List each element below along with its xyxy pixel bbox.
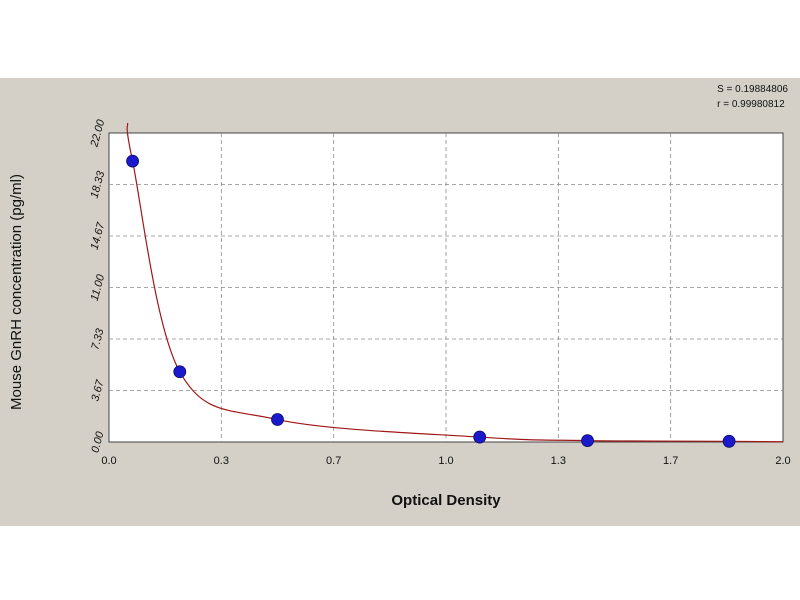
x-axis-label: Optical Density <box>391 492 501 509</box>
x-tick-label: 0.7 <box>326 455 341 467</box>
data-point <box>722 434 736 448</box>
fit-statistics: S = 0.19884806 r = 0.99980812 <box>717 82 788 112</box>
stat-r: r = 0.99980812 <box>717 99 785 110</box>
grid <box>109 133 783 442</box>
y-tick-label: 22.00 <box>88 118 107 150</box>
x-tick-label: 2.0 <box>775 455 790 467</box>
fit-curve <box>126 122 784 443</box>
x-tick-label: 1.0 <box>438 455 453 467</box>
y-tick-label: 14.67 <box>89 221 108 252</box>
data-point <box>173 365 187 379</box>
data-point <box>473 430 487 444</box>
x-tick-label: 0.3 <box>214 455 229 467</box>
y-tick-label: 7.33 <box>89 327 106 352</box>
data-points <box>126 154 736 448</box>
stat-s: S = 0.19884806 <box>717 84 788 95</box>
y-tick-label: 3.67 <box>89 378 106 403</box>
y-tick-label: 0.00 <box>89 430 106 455</box>
data-point <box>126 154 139 168</box>
y-tick-label: 18.33 <box>89 169 108 200</box>
x-tick-label: 0.0 <box>101 455 116 467</box>
x-tick-label: 1.3 <box>551 455 566 467</box>
y-axis-label: Mouse GnRH concentration (pg/ml) <box>8 174 25 410</box>
data-point <box>581 434 594 447</box>
x-tick-label: 1.7 <box>663 455 678 467</box>
y-tick-label: 11.00 <box>89 272 108 302</box>
data-point <box>271 413 284 426</box>
